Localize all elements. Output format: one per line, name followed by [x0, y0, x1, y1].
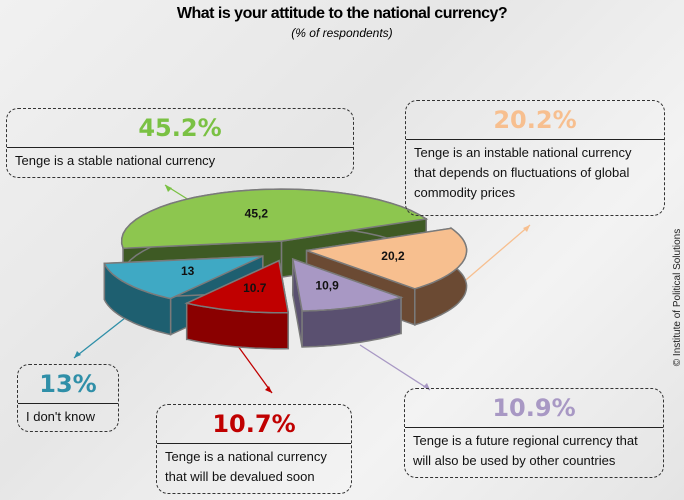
pie-slice: 10.7: [184, 259, 290, 350]
callout-regional: 10.9% Tenge is a future regional currenc…: [404, 388, 664, 478]
pie-slice: 10,9: [291, 257, 404, 348]
connector-line: [459, 224, 531, 286]
arrow-head: [165, 185, 172, 192]
chart-subtitle: (% of respondents): [291, 26, 393, 40]
connector-line: [73, 317, 126, 359]
callout-text: Tenge is a future regional currency that…: [413, 433, 638, 468]
callout-pct: 20.2%: [406, 101, 664, 140]
callout-text: I don't know: [26, 409, 95, 424]
slice-top: [184, 259, 290, 314]
slice-top: [306, 227, 468, 290]
callout-instable: 20.2% Tenge is an instable national curr…: [405, 100, 665, 216]
callout-dont-know: 13% I don't know: [17, 364, 119, 432]
arrow-head: [265, 386, 272, 393]
chart-title: What is your attitude to the national cu…: [176, 5, 508, 22]
callout-text: Tenge is a stable national currency: [15, 153, 216, 168]
slice-value-label: 10.7: [243, 281, 267, 295]
callout-pct: 13%: [18, 365, 118, 404]
slice-top: [103, 255, 264, 300]
slice-top: [120, 188, 429, 250]
slice-value-label: 10,9: [315, 278, 339, 292]
slice-value-label: 13: [181, 264, 195, 278]
connector-line: [359, 344, 431, 391]
slice-value-label: 45,2: [245, 207, 269, 221]
callout-devalued: 10.7% Tenge is a national currency that …: [156, 404, 352, 494]
slice-top: [291, 257, 404, 312]
connector-line: [234, 341, 273, 394]
credit-text: © Institute of Political Solutions: [671, 228, 683, 367]
arrow-head: [523, 225, 530, 232]
callout-text: Tenge is a national currency that will b…: [165, 449, 327, 484]
callout-text: Tenge is an instable national currency t…: [414, 145, 632, 200]
callout-pct: 45.2%: [7, 109, 353, 148]
callout-stable: 45.2% Tenge is a stable national currenc…: [6, 108, 354, 178]
arrow-head: [74, 351, 81, 358]
callout-pct: 10.7%: [157, 405, 351, 444]
callout-pct: 10.9%: [405, 389, 663, 428]
slice-value-label: 20,2: [381, 249, 405, 263]
